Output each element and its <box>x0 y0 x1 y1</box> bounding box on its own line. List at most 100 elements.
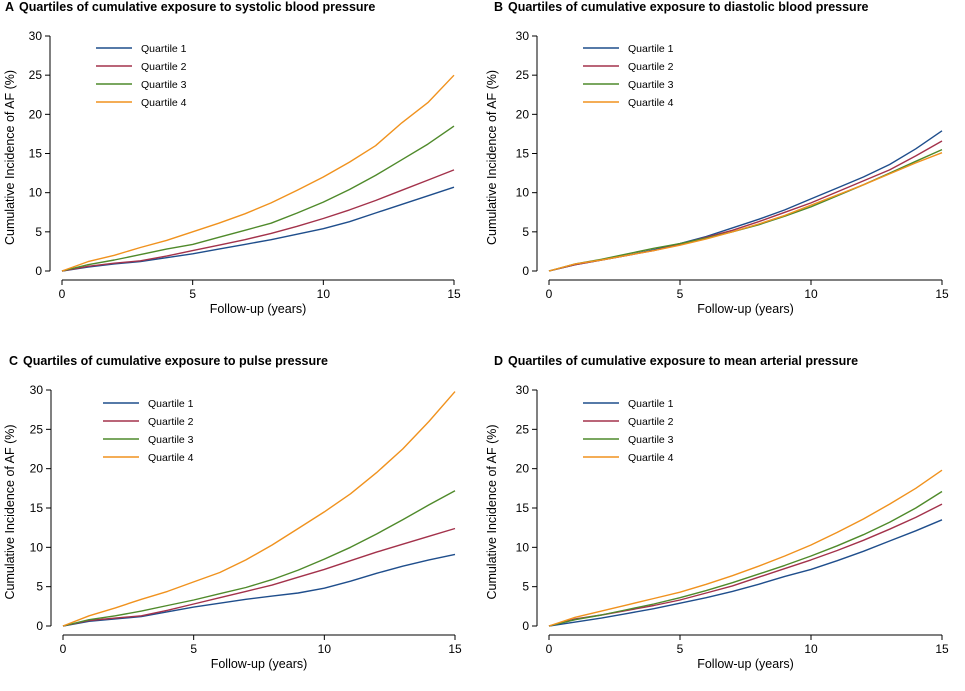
legend-label-quartile-1: Quartile 1 <box>628 398 674 410</box>
x-tick-label: 15 <box>447 287 461 301</box>
panel-title-text: Quartiles of cumulative exposure to syst… <box>19 0 376 14</box>
series-line-quartile-2 <box>548 503 943 627</box>
panel-letter: B <box>494 0 504 14</box>
y-tick-label: 15 <box>30 501 44 515</box>
legend-label-quartile-4: Quartile 4 <box>141 97 187 109</box>
panel-c: C Quartiles of cumulative exposure to pul… <box>0 354 482 691</box>
x-tick-label: 0 <box>60 642 67 656</box>
x-tick-label: 15 <box>935 287 949 301</box>
legend-label-quartile-4: Quartile 4 <box>628 452 674 464</box>
x-tick-label: 0 <box>546 287 553 301</box>
panel-title-text: Quartiles of cumulative exposure to mean… <box>508 354 859 368</box>
y-tick-label: 0 <box>522 264 529 278</box>
panel-title: D Quartiles of cumulative exposure to mea… <box>494 354 858 368</box>
y-tick-label: 25 <box>516 68 530 82</box>
series-line-quartile-4 <box>62 391 456 627</box>
y-tick-label: 20 <box>516 107 530 121</box>
legend-label-quartile-3: Quartile 3 <box>141 79 187 91</box>
panel-title: C Quartiles of cumulative exposure to pul… <box>9 354 328 368</box>
series-line-quartile-4 <box>548 152 943 272</box>
chart-a: 0 5 10 15 20 25 30 0 5 10 15 Follow-up (years) Cumul… <box>3 29 461 316</box>
x-axis-title: Follow-up (years) <box>211 657 308 671</box>
legend-label-quartile-2: Quartile 2 <box>628 61 674 73</box>
series-line-quartile-1 <box>62 553 456 627</box>
y-axis-title: Cumulative Incidence of AF (%) <box>485 424 499 599</box>
x-tick-label: 5 <box>189 287 196 301</box>
x-tick-label: 10 <box>317 287 331 301</box>
series-line-quartile-4 <box>548 469 943 627</box>
legend-label-quartile-1: Quartile 1 <box>628 43 674 55</box>
legend-label-quartile-2: Quartile 2 <box>141 61 187 73</box>
y-tick-label: 5 <box>35 225 42 239</box>
y-axis-title: Cumulative Incidence of AF (%) <box>3 70 17 245</box>
series-line-quartile-3 <box>548 490 943 627</box>
y-tick-label: 10 <box>30 540 44 554</box>
y-tick-label: 15 <box>516 501 530 515</box>
y-tick-label: 5 <box>522 225 529 239</box>
legend-label-quartile-3: Quartile 3 <box>628 434 674 446</box>
x-tick-label: 15 <box>448 642 462 656</box>
series-line-quartile-3 <box>61 125 455 272</box>
panel-title-text: Quartiles of cumulative exposure to dias… <box>508 0 869 14</box>
legend-label-quartile-3: Quartile 3 <box>628 79 674 91</box>
y-tick-label: 30 <box>30 383 44 397</box>
y-tick-label: 10 <box>516 186 530 200</box>
x-tick-label: 10 <box>318 642 332 656</box>
y-tick-label: 15 <box>516 147 530 161</box>
y-tick-label: 10 <box>516 540 530 554</box>
y-tick-label: 15 <box>29 147 43 161</box>
x-tick-label: 10 <box>804 287 818 301</box>
series-line-quartile-1 <box>548 130 943 272</box>
x-tick-label: 10 <box>804 642 818 656</box>
y-tick-label: 20 <box>29 107 43 121</box>
chart-d: 0 5 10 15 20 25 30 0 5 10 15 Follow-up (years) Cumul… <box>485 383 949 671</box>
panel-letter: C <box>9 354 19 368</box>
series-line-quartile-1 <box>548 519 943 627</box>
series-line-quartile-3 <box>62 490 456 627</box>
y-tick-label: 30 <box>29 29 43 43</box>
series-line-quartile-4 <box>61 74 455 272</box>
x-tick-label: 5 <box>677 642 684 656</box>
y-axis-title: Cumulative Incidence of AF (%) <box>3 424 17 599</box>
y-axis-title: Cumulative Incidence of AF (%) <box>485 70 499 245</box>
legend-label-quartile-3: Quartile 3 <box>148 434 194 446</box>
y-tick-label: 25 <box>30 422 44 436</box>
panel-title: A Quartiles of cumulative exposure to sys… <box>5 0 375 14</box>
legend-label-quartile-4: Quartile 4 <box>628 97 674 109</box>
y-tick-label: 0 <box>522 619 529 633</box>
y-tick-label: 30 <box>516 383 530 397</box>
series-line-quartile-2 <box>62 527 456 627</box>
x-tick-label: 0 <box>59 287 66 301</box>
panel-a: A Quartiles of cumulative exposure to sys… <box>0 0 482 337</box>
x-axis-title: Follow-up (years) <box>697 657 794 671</box>
legend-label-quartile-4: Quartile 4 <box>148 452 194 464</box>
y-tick-label: 30 <box>516 29 530 43</box>
panel-d: D Quartiles of cumulative exposure to mea… <box>482 354 964 691</box>
x-tick-label: 5 <box>677 287 684 301</box>
series-line-quartile-2 <box>61 169 455 272</box>
y-tick-label: 20 <box>516 462 530 476</box>
x-axis-title: Follow-up (years) <box>697 302 794 316</box>
chart-b: 0 5 10 15 20 25 30 0 5 10 15 Follow-up (years) Cumul… <box>485 29 949 316</box>
y-tick-label: 0 <box>35 264 42 278</box>
x-axis-title: Follow-up (years) <box>210 302 307 316</box>
legend-label-quartile-2: Quartile 2 <box>628 416 674 428</box>
y-tick-label: 5 <box>522 580 529 594</box>
legend-label-quartile-2: Quartile 2 <box>148 416 194 428</box>
legend-label-quartile-1: Quartile 1 <box>141 43 187 55</box>
series-line-quartile-1 <box>61 186 455 272</box>
panel-letter: D <box>494 354 504 368</box>
y-tick-label: 0 <box>36 619 43 633</box>
legend-label-quartile-1: Quartile 1 <box>148 398 194 410</box>
y-tick-label: 5 <box>36 580 43 594</box>
y-tick-label: 10 <box>29 186 43 200</box>
x-tick-label: 0 <box>546 642 553 656</box>
panel-b: B Quartiles of cumulative exposure to dia… <box>482 0 964 337</box>
panel-title-text: Quartiles of cumulative exposure to puls… <box>23 354 328 368</box>
y-tick-label: 25 <box>29 68 43 82</box>
x-tick-label: 15 <box>935 642 949 656</box>
panel-letter: A <box>5 0 15 14</box>
y-tick-label: 25 <box>516 422 530 436</box>
panel-title: B Quartiles of cumulative exposure to dia… <box>494 0 869 14</box>
x-tick-label: 5 <box>190 642 197 656</box>
